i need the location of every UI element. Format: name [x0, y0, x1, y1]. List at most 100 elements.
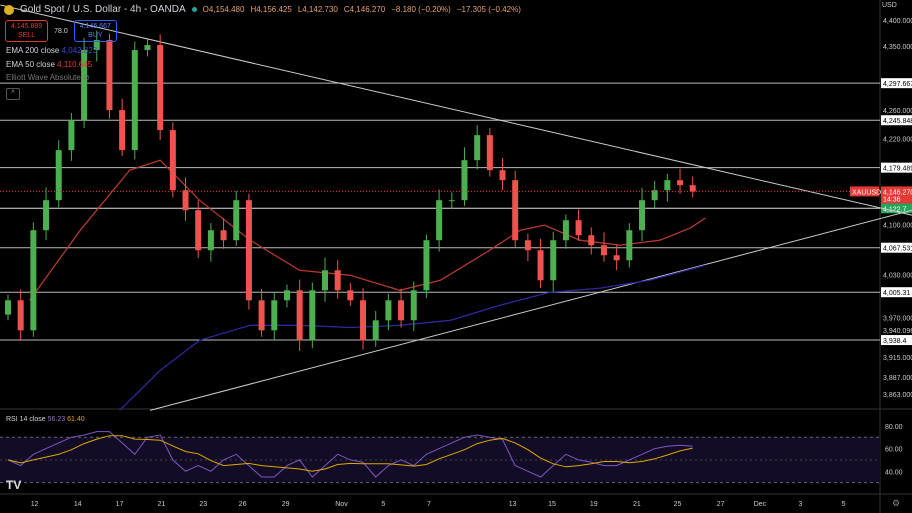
buy-button[interactable]: 4,146.667 BUY: [73, 20, 117, 42]
candle-body[interactable]: [182, 190, 189, 211]
candle-body[interactable]: [309, 290, 316, 341]
elliott-legend[interactable]: Elliott Wave Absolute ⊘: [6, 73, 90, 82]
x-tick-label: 12: [31, 501, 39, 508]
x-tick-label: 23: [199, 501, 207, 508]
candle-body[interactable]: [410, 290, 417, 321]
candle-body[interactable]: [5, 300, 11, 315]
market-open-icon: [191, 7, 197, 12]
candle-body[interactable]: [347, 290, 354, 301]
candle-body[interactable]: [157, 45, 164, 131]
rsi-legend[interactable]: RSI 14 close 56.23 61.40: [6, 416, 85, 423]
candle-body[interactable]: [486, 135, 493, 171]
x-tick-label: 7: [427, 501, 431, 508]
ema50-legend[interactable]: EMA 50 close 4,110.645: [6, 60, 92, 69]
candle-body[interactable]: [207, 230, 214, 251]
collapse-legend-button[interactable]: ^: [6, 88, 20, 100]
candle-body[interactable]: [68, 120, 75, 151]
candle-body[interactable]: [372, 320, 379, 341]
ema50-label: EMA 50 close: [6, 60, 55, 69]
candle-body[interactable]: [499, 170, 506, 181]
candle-body[interactable]: [436, 200, 443, 241]
rsi-tick-label: 80.00: [885, 424, 903, 431]
candle-body[interactable]: [600, 245, 607, 256]
symbol-title[interactable]: Gold Spot / U.S. Dollar - 4h - OANDA: [20, 4, 186, 15]
settings-icon[interactable]: ⚙: [892, 498, 900, 508]
y-tick-label: 4,100.000: [883, 223, 912, 230]
candle-body[interactable]: [689, 185, 696, 192]
ohlc-close: C4,146.270: [343, 5, 386, 14]
level-price-box: [881, 242, 912, 253]
candle-body[interactable]: [562, 220, 569, 241]
candle-body[interactable]: [169, 130, 176, 191]
trendline[interactable]: [0, 4, 912, 216]
candle-body[interactable]: [283, 290, 290, 301]
candle-body[interactable]: [334, 270, 341, 291]
candle-body[interactable]: [550, 240, 557, 281]
candle-body[interactable]: [474, 135, 481, 161]
candle-body[interactable]: [651, 190, 658, 201]
currency-label[interactable]: USD: [882, 2, 897, 9]
candle-body[interactable]: [461, 160, 468, 201]
x-tick-label: 21: [633, 501, 641, 508]
ohlc-change-2: −17.305 (−0.42%): [456, 5, 521, 14]
candle-body[interactable]: [639, 200, 645, 231]
candle-body[interactable]: [537, 250, 544, 281]
tradingview-logo: TV: [6, 478, 22, 492]
sell-button[interactable]: 4,145.889 SELL: [5, 20, 49, 42]
candle-body[interactable]: [106, 40, 113, 111]
last-price-box: [881, 186, 912, 204]
rsi-tick-label: 60.00: [885, 447, 903, 454]
hidden-eye-icon[interactable]: ⊘: [83, 73, 90, 82]
candle-body[interactable]: [524, 240, 531, 251]
level-price-label: 4,067.531: [883, 246, 912, 253]
candle-body[interactable]: [119, 110, 126, 151]
last-price-label: 4,146.270: [883, 189, 912, 196]
level-price-label: 3,938.4: [883, 338, 906, 345]
candle-body[interactable]: [271, 300, 278, 331]
candle-body[interactable]: [677, 180, 684, 186]
candle-body[interactable]: [588, 235, 595, 246]
level-price-box: [881, 78, 912, 89]
candle-body[interactable]: [626, 230, 633, 261]
candle-body[interactable]: [296, 290, 303, 341]
candle-body[interactable]: [322, 270, 328, 291]
candle-body[interactable]: [43, 200, 50, 231]
y-tick-label: 4,260.000: [883, 108, 912, 115]
trendline[interactable]: [149, 209, 912, 411]
candle-body[interactable]: [93, 40, 100, 51]
x-tick-label: 3: [799, 501, 803, 508]
candle-body[interactable]: [448, 200, 455, 202]
symbol-tag-label: XAUUSD: [852, 189, 881, 196]
candle-body[interactable]: [664, 180, 671, 191]
y-tick-label: 4,400.000: [883, 18, 912, 25]
rsi-label: RSI 14 close: [6, 416, 46, 423]
candle-body[interactable]: [360, 300, 367, 341]
candle-body[interactable]: [423, 240, 430, 291]
x-tick-label: 5: [842, 501, 846, 508]
candle-body[interactable]: [512, 180, 519, 241]
candle-body[interactable]: [575, 220, 582, 236]
candle-body[interactable]: [220, 230, 227, 241]
candle-body[interactable]: [613, 255, 620, 261]
candle-body[interactable]: [195, 210, 202, 251]
candle-body[interactable]: [30, 230, 37, 331]
candle-body[interactable]: [17, 300, 24, 331]
candle-body[interactable]: [55, 150, 62, 201]
candle-body[interactable]: [385, 300, 392, 321]
candle-body[interactable]: [233, 200, 240, 241]
candle-body[interactable]: [245, 200, 252, 301]
elliott-label: Elliott Wave Absolute: [6, 73, 81, 82]
rsi-signal-value: 61.40: [67, 416, 85, 423]
ema200-legend[interactable]: EMA 200 close 4,042.823: [6, 46, 97, 55]
candle-body[interactable]: [398, 300, 405, 321]
trade-panel: 4,145.889 SELL 78.0 4,146.667 BUY: [5, 20, 117, 42]
candle-body[interactable]: [144, 45, 151, 51]
x-tick-label: 21: [158, 501, 166, 508]
level-price-label: 4,179.489: [883, 166, 912, 173]
x-tick-label: 15: [548, 501, 556, 508]
candle-body[interactable]: [131, 50, 138, 151]
candle-body[interactable]: [258, 300, 265, 331]
candle-body[interactable]: [81, 50, 88, 121]
x-tick-label: 26: [239, 501, 247, 508]
